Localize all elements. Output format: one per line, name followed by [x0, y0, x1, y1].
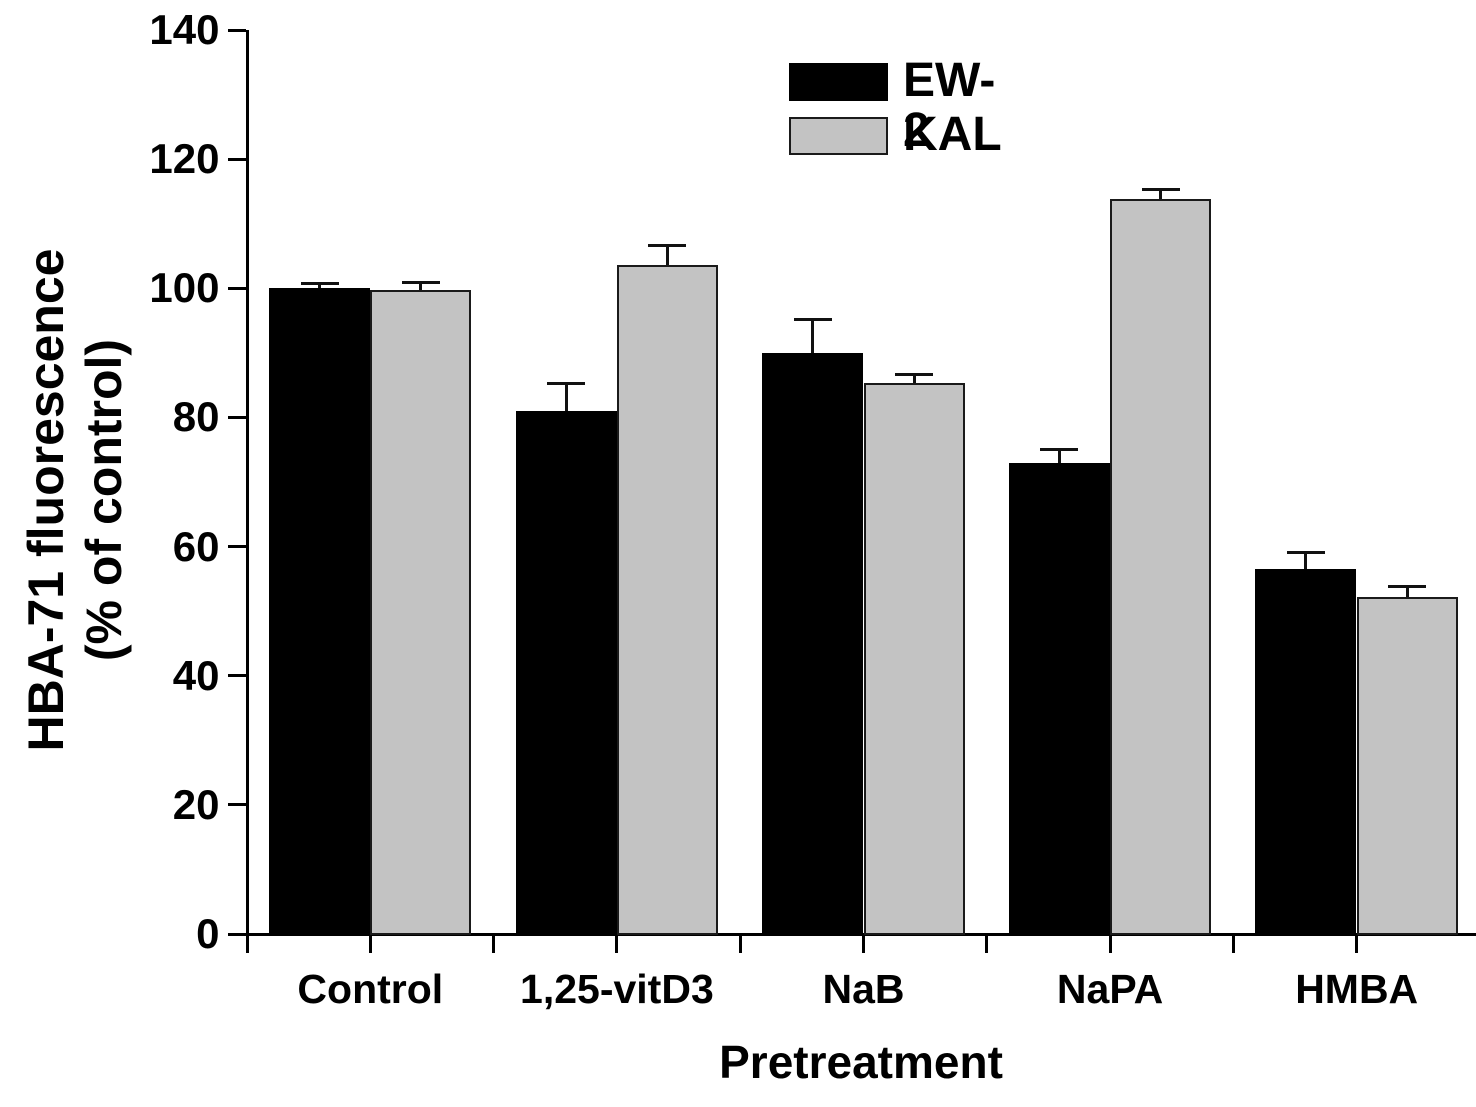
error-bar-stem: [1304, 553, 1308, 570]
error-bar-stem: [564, 384, 568, 411]
bar-ew-2-hmba: [1255, 569, 1357, 935]
legend-swatch-ew-2: [789, 63, 888, 101]
x-axis-tick: [1108, 935, 1112, 953]
error-bar-cap: [1388, 585, 1427, 589]
category-label-control: Control: [297, 966, 444, 1012]
category-label-napa: NaPA: [1056, 966, 1164, 1012]
y-axis-tick: [227, 674, 246, 678]
legend-label-ew-2: EW-2: [903, 54, 996, 157]
error-bar-stem: [1159, 190, 1163, 200]
error-bar-cap: [1040, 447, 1079, 451]
category-label-hmba: HMBA: [1295, 966, 1419, 1012]
error-bar-cap: [793, 317, 832, 321]
y-axis-tick: [227, 157, 246, 161]
legend-label-kal: KAL: [903, 108, 1002, 161]
x-axis-tick: [615, 935, 619, 953]
y-axis-tick-label: 80: [172, 393, 220, 441]
error-bar-cap: [547, 381, 586, 385]
bar-kal-nab: [863, 383, 965, 935]
error-bar-stem: [1057, 450, 1061, 463]
x-axis-tick: [368, 935, 372, 953]
y-axis-tick-label: 120: [149, 135, 220, 183]
y-axis-tick-label: 100: [149, 264, 220, 312]
error-bar-stem: [419, 283, 423, 290]
bar-kal-hmba: [1356, 596, 1458, 935]
x-axis-tick: [492, 935, 496, 953]
x-axis-title: Pretreatment: [719, 1036, 1003, 1088]
bar-ew-2-control: [269, 288, 370, 935]
y-axis-tick-label: 40: [172, 651, 220, 699]
x-axis-tick: [245, 935, 249, 953]
bar-ew-2-1,25-vitd3: [515, 410, 617, 935]
y-axis-tick-label: 0: [196, 910, 220, 957]
y-axis-tick: [227, 415, 246, 419]
error-bar-cap: [895, 373, 933, 377]
y-axis-tick: [227, 545, 246, 549]
error-bar-cap: [300, 281, 339, 285]
y-axis-tick-label: 20: [172, 780, 220, 828]
y-axis-line: [245, 30, 249, 936]
error-bar-cap: [648, 243, 687, 247]
error-bar-stem: [665, 246, 669, 266]
x-axis-tick: [738, 935, 742, 953]
x-axis-tick: [862, 935, 865, 953]
bar-ew-2-napa: [1008, 462, 1110, 935]
category-label-1,25-vitd3: 1,25-vitD3: [520, 966, 714, 1012]
y-axis-tick-label: 60: [172, 522, 220, 570]
y-axis-title-line1: HBA-71 fluorescence: [18, 248, 74, 752]
bar-kal-1,25-vitd3: [616, 265, 718, 935]
legend-swatch-kal: [789, 117, 888, 155]
y-axis-tick: [227, 932, 246, 936]
error-bar-cap: [1286, 550, 1325, 554]
bar-ew-2-nab: [762, 352, 864, 935]
x-axis-tick: [1231, 935, 1235, 953]
y-axis-tick: [227, 286, 246, 290]
x-axis-tick: [1355, 935, 1359, 953]
category-label-nab: NaB: [822, 966, 905, 1012]
error-bar-stem: [318, 284, 321, 289]
error-bar-stem: [1405, 587, 1409, 597]
y-axis-tick: [227, 803, 246, 807]
bar-kal-control: [370, 289, 472, 935]
error-bar-stem: [811, 320, 815, 353]
error-bar-cap: [1141, 187, 1180, 191]
bar-kal-napa: [1110, 199, 1212, 935]
x-axis-tick: [985, 935, 989, 953]
y-axis-tick-label: 140: [149, 6, 220, 53]
y-axis-tick: [227, 28, 246, 32]
error-bar-cap: [401, 280, 440, 284]
error-bar-stem: [912, 375, 916, 384]
